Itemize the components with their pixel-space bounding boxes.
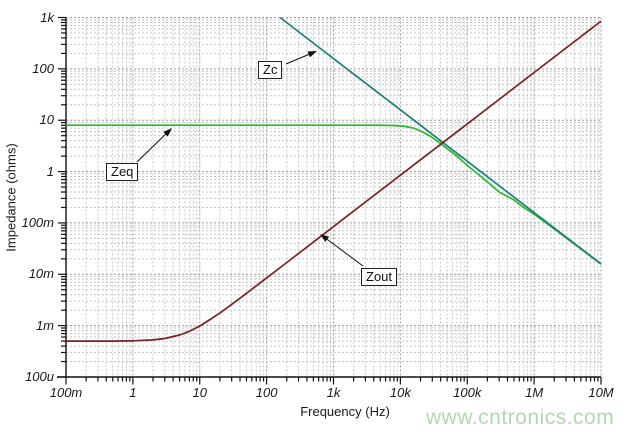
y-axis-title: Impedance (ohms) — [3, 143, 19, 252]
callout-arrow-line — [285, 54, 309, 65]
x-axis-title: Frequency (Hz) — [300, 404, 390, 419]
callout-zc: Zc — [258, 61, 283, 79]
x-tick-label: 100k — [453, 385, 482, 400]
callout-zout: Zout — [361, 268, 398, 286]
x-tick-label: 10 — [192, 385, 207, 400]
callout-arrow-head — [307, 51, 317, 58]
y-tick-label: 10 — [39, 112, 54, 128]
y-tick-label: 100u — [25, 369, 54, 384]
x-tick-label: 10M — [588, 385, 614, 400]
y-tick-label: 1k — [40, 9, 54, 25]
y-tick-label: 10m — [28, 266, 54, 282]
callout-arrow-line — [136, 133, 166, 163]
callout-arrow-head — [320, 234, 330, 242]
y-tick-label: 100 — [32, 60, 54, 76]
x-tick-label: 1 — [129, 385, 137, 400]
watermark: www.cntronics.com — [426, 406, 615, 429]
x-tick-label: 10k — [389, 385, 411, 400]
x-tick-label: 1M — [525, 385, 544, 400]
callout-zeq: Zeq — [106, 163, 139, 181]
x-tick-label: 100 — [255, 385, 278, 400]
y-tick-label: 1m — [35, 317, 54, 333]
series-Zeq — [66, 124, 602, 265]
callout-arrow-line — [326, 238, 364, 267]
series-Zout — [66, 20, 602, 342]
x-tick-label: 1k — [326, 385, 341, 400]
x-tick-label: 100m — [49, 385, 83, 400]
y-tick-label: 1 — [46, 163, 54, 179]
y-tick-label: 100m — [21, 214, 54, 230]
callout-arrow-head — [163, 128, 172, 137]
series-Zc — [279, 16, 602, 265]
